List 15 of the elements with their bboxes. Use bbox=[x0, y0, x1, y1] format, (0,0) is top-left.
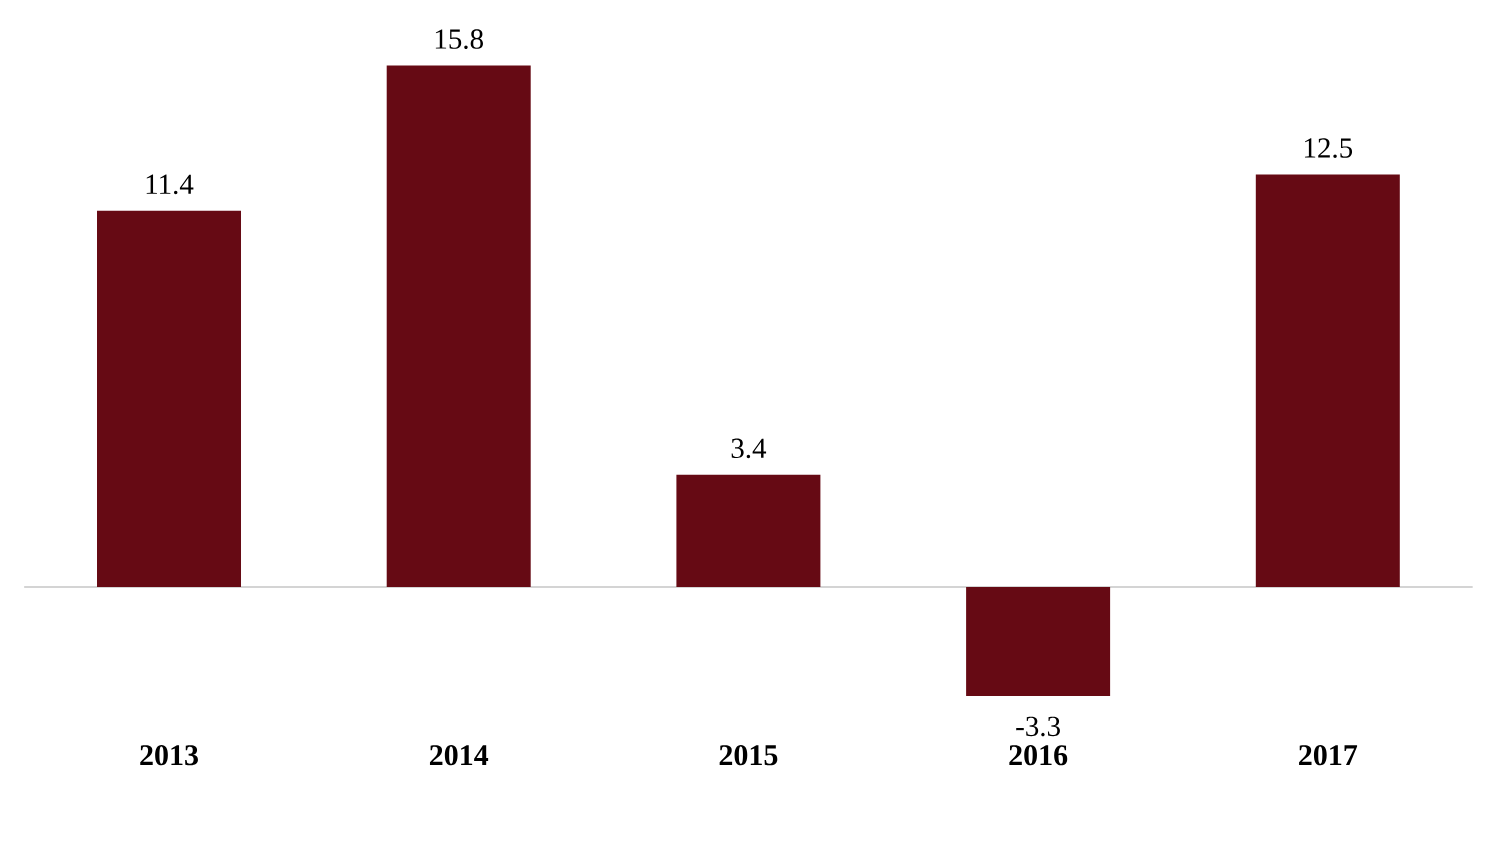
data-label: 12.5 bbox=[1304, 138, 1353, 158]
data-label: 15.8 bbox=[435, 29, 483, 49]
x-tick-label: 2017 bbox=[1299, 745, 1358, 766]
x-tick-label: 2015 bbox=[719, 745, 778, 766]
data-label: 3.4 bbox=[731, 438, 767, 459]
data-label: -3.3 bbox=[1016, 716, 1060, 737]
x-tick-label: 2016 bbox=[1009, 745, 1068, 766]
bar bbox=[97, 210, 242, 587]
bar bbox=[386, 65, 531, 587]
x-tick-label: 2013 bbox=[140, 745, 198, 766]
data-label: 11.4 bbox=[146, 174, 194, 195]
bar bbox=[676, 474, 821, 587]
bar bbox=[1255, 174, 1400, 587]
bar bbox=[966, 586, 1111, 696]
x-tick-label: 2014 bbox=[429, 745, 489, 766]
